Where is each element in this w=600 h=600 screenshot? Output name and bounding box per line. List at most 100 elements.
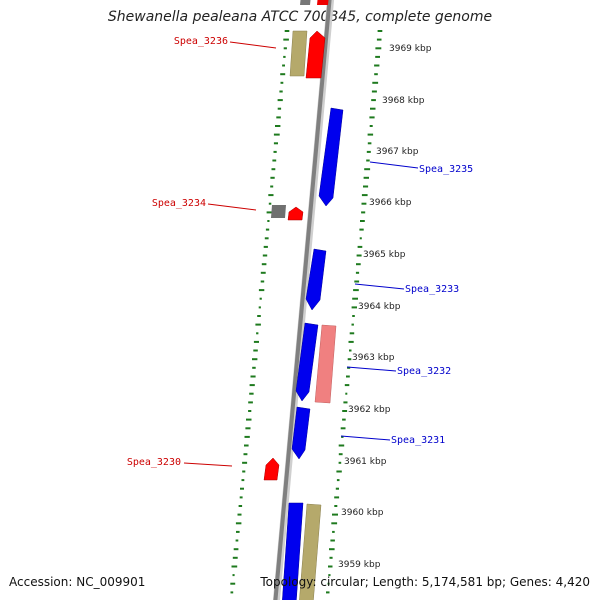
reverse-gene xyxy=(295,322,319,402)
gc-tick xyxy=(232,556,238,559)
gc-tick xyxy=(340,427,346,430)
gc-tick xyxy=(371,90,377,93)
gc-tick xyxy=(273,133,280,136)
gc-tick xyxy=(231,565,238,568)
gc-tick xyxy=(242,461,248,464)
backbone xyxy=(272,0,335,600)
gene-label: Spea_3233 xyxy=(405,284,459,295)
gc-tick xyxy=(341,435,344,438)
other-feature xyxy=(271,205,286,218)
gene-label: Spea_3236 xyxy=(174,36,228,47)
gc-tick xyxy=(243,453,248,456)
scale-tick-label: 3967 kbp xyxy=(376,147,419,157)
gc-tick xyxy=(329,556,333,559)
gc-tick xyxy=(262,254,268,257)
gc-tick xyxy=(249,384,255,387)
gc-tick xyxy=(334,505,338,507)
gc-tick xyxy=(273,142,278,145)
gc-tick xyxy=(338,444,345,447)
gc-tick xyxy=(357,245,363,248)
gc-tick xyxy=(253,349,258,352)
gc-tick xyxy=(338,461,342,464)
gc-tick xyxy=(329,548,335,551)
gc-tick xyxy=(367,133,374,136)
gc-tick xyxy=(361,194,368,197)
gc-tick xyxy=(330,539,335,542)
gene-leader-line xyxy=(207,203,257,211)
gc-tick xyxy=(372,81,379,84)
gc-tick xyxy=(344,384,350,387)
scale-tick-label: 3966 kbp xyxy=(369,198,412,208)
reverse-gene xyxy=(305,248,327,311)
gc-tick xyxy=(331,522,338,525)
gc-tick xyxy=(328,565,333,568)
scale-tick-label: 3963 kbp xyxy=(352,353,395,363)
reverse-gene xyxy=(291,406,311,460)
gc-tick xyxy=(351,306,357,309)
genome-stats-text: Topology: circular; Length: 5,174,581 bp… xyxy=(260,575,590,589)
gc-tick xyxy=(283,55,286,58)
gc-tick xyxy=(277,99,283,102)
gc-tick xyxy=(328,574,331,577)
gene-label: Spea_3235 xyxy=(419,164,473,175)
scale-ruler: 3969 kbp 3968 kbp 3967 kbp 3966 kbp 3965 kbp… xyxy=(338,44,432,570)
gc-tick xyxy=(335,487,339,490)
gc-tick xyxy=(244,444,249,447)
gc-tick xyxy=(275,125,281,127)
gene-label: Spea_3231 xyxy=(391,435,445,446)
gc-tick xyxy=(374,64,380,67)
gc-tick xyxy=(332,530,335,533)
gc-tick xyxy=(238,505,243,507)
gene-leader-line xyxy=(354,283,405,290)
forward-gene xyxy=(263,457,280,481)
gc-tick xyxy=(338,453,343,456)
gc-tick xyxy=(363,176,369,179)
scale-tick-label: 3962 kbp xyxy=(348,405,391,415)
gc-tick xyxy=(270,176,275,179)
gc-tick xyxy=(263,245,268,248)
gc-tick xyxy=(353,289,359,292)
rna-feature xyxy=(299,503,322,600)
gc-tick xyxy=(356,254,362,257)
gc-tick xyxy=(250,375,256,378)
gc-tick xyxy=(334,496,340,499)
gc-tick xyxy=(277,107,282,110)
gene-label-layer: Spea_3236 Spea_3235 Spea_3234 Spea_3233 Spea… xyxy=(127,36,473,468)
gc-tick xyxy=(245,427,251,430)
gene-leader-line xyxy=(183,462,233,467)
gc-tick xyxy=(347,366,351,369)
gc-tick xyxy=(236,530,240,533)
gc-tick xyxy=(240,487,244,490)
gc-tick xyxy=(258,289,265,292)
gc-tick xyxy=(265,228,270,231)
forward-gene xyxy=(317,0,329,5)
gc-tick xyxy=(355,271,360,274)
gc-tick xyxy=(241,479,245,482)
gc-tick xyxy=(242,470,246,473)
gc-tick xyxy=(363,185,369,188)
reverse-gene xyxy=(318,107,344,207)
gc-tick xyxy=(349,349,352,352)
gc-tick xyxy=(259,297,262,300)
gene-leader-line xyxy=(369,161,419,169)
gc-tick xyxy=(361,202,367,205)
gc-tick xyxy=(361,211,366,214)
gc-tick xyxy=(280,81,284,84)
gc-tick xyxy=(279,90,283,93)
gc-tick xyxy=(252,366,256,369)
gc-tick xyxy=(369,116,375,119)
gc-tick xyxy=(271,168,276,171)
gc-tick xyxy=(249,392,254,395)
gc-tick xyxy=(230,591,234,594)
scale-tick-label: 3969 kbp xyxy=(389,44,432,54)
gc-tick xyxy=(230,582,236,585)
gc-tick xyxy=(374,73,378,76)
gc-tick xyxy=(280,73,286,76)
gc-tick xyxy=(347,358,352,361)
gc-tick xyxy=(282,64,285,67)
gene-features xyxy=(263,0,344,600)
gc-tick xyxy=(246,418,252,421)
gc-tick xyxy=(276,116,281,119)
